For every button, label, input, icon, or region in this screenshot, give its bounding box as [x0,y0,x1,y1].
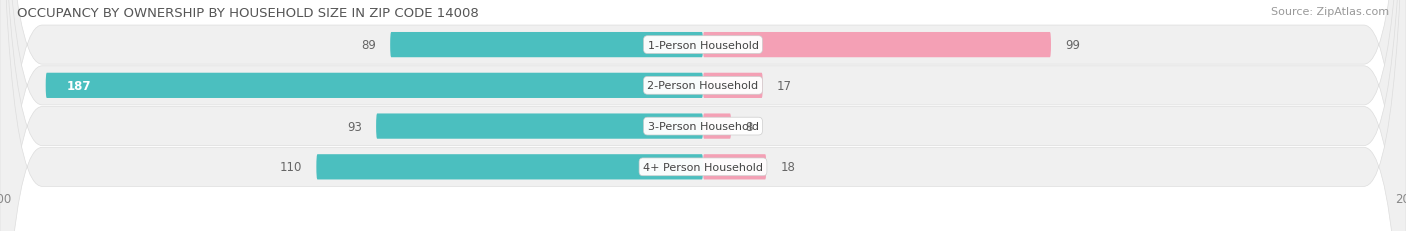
FancyBboxPatch shape [703,33,1052,58]
FancyBboxPatch shape [375,114,703,139]
Text: OCCUPANCY BY OWNERSHIP BY HOUSEHOLD SIZE IN ZIP CODE 14008: OCCUPANCY BY OWNERSHIP BY HOUSEHOLD SIZE… [17,7,478,20]
FancyBboxPatch shape [316,155,703,180]
Text: 3-Person Household: 3-Person Household [648,122,758,131]
Text: 17: 17 [778,79,792,92]
Text: 93: 93 [347,120,363,133]
Text: 18: 18 [780,161,796,173]
Text: 89: 89 [361,39,375,52]
Text: 1-Person Household: 1-Person Household [648,40,758,50]
FancyBboxPatch shape [45,73,703,99]
Text: 110: 110 [280,161,302,173]
FancyBboxPatch shape [703,155,766,180]
FancyBboxPatch shape [389,33,703,58]
Text: 187: 187 [66,79,91,92]
FancyBboxPatch shape [703,114,731,139]
FancyBboxPatch shape [703,73,762,99]
Text: Source: ZipAtlas.com: Source: ZipAtlas.com [1271,7,1389,17]
Text: 99: 99 [1066,39,1080,52]
Text: 2-Person Household: 2-Person Household [647,81,759,91]
Text: 4+ Person Household: 4+ Person Household [643,162,763,172]
Text: 8: 8 [745,120,752,133]
